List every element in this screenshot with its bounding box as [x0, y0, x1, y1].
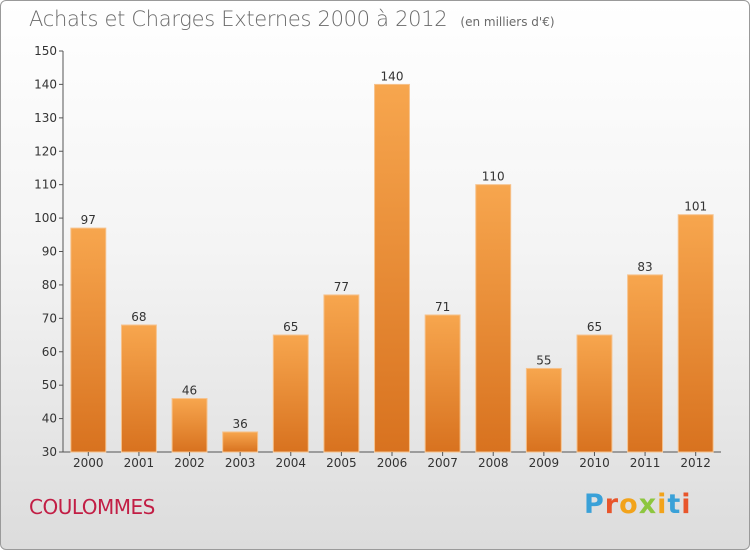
logo-letter: r	[604, 489, 620, 520]
chart-title: Achats et Charges Externes 2000 à 2012 (…	[29, 7, 555, 31]
logo-letter: x	[638, 489, 658, 520]
logo-letter: o	[619, 489, 639, 520]
bar-value-label: 83	[637, 260, 652, 274]
bar	[576, 334, 613, 453]
y-tick-label: 90	[42, 245, 57, 259]
y-tick-label: 110	[34, 178, 57, 192]
x-tick-label: 2006	[377, 456, 408, 470]
x-tick-label: 2002	[174, 456, 205, 470]
bar	[272, 334, 309, 453]
logo-letter: P	[584, 489, 605, 520]
bar-value-label: 140	[381, 69, 404, 83]
bar-value-label: 55	[536, 353, 551, 367]
chart-title-text: Achats et Charges Externes 2000 à 2012	[29, 7, 448, 31]
bar-value-label: 46	[182, 384, 197, 398]
logo-letter: i	[657, 489, 668, 520]
bar-value-label: 97	[81, 213, 96, 227]
x-tick-label: 2001	[124, 456, 155, 470]
y-tick-label: 120	[34, 144, 57, 158]
x-tick-label: 2010	[579, 456, 610, 470]
y-tick-label: 60	[42, 345, 57, 359]
bar	[374, 83, 410, 453]
bar-value-label: 65	[283, 320, 298, 334]
y-tick-label: 40	[42, 412, 57, 426]
x-tick-label: 2005	[326, 456, 357, 470]
bar-value-label: 77	[334, 280, 349, 294]
y-tick-label: 70	[42, 311, 57, 325]
logo-letter: t	[667, 489, 682, 520]
bar	[525, 367, 562, 453]
bar	[70, 227, 107, 453]
x-tick-label: 2008	[478, 456, 509, 470]
bar	[627, 274, 664, 453]
y-tick-label: 80	[42, 278, 57, 292]
bar-value-label: 65	[587, 320, 602, 334]
logo-letter: i	[681, 489, 692, 520]
bar	[424, 314, 461, 453]
bar	[171, 398, 208, 453]
y-tick-label: 100	[34, 211, 57, 225]
y-tick-label: 50	[42, 378, 57, 392]
proxiti-logo: Proxiti	[584, 489, 692, 520]
x-tick-label: 2000	[73, 456, 104, 470]
bar-value-label: 101	[684, 200, 707, 214]
x-tick-label: 2012	[680, 456, 711, 470]
bar-value-label: 110	[482, 170, 505, 184]
bar	[323, 294, 360, 453]
bar	[120, 324, 157, 453]
x-tick-label: 2011	[630, 456, 661, 470]
bar	[222, 431, 259, 453]
chart-unit: (en milliers d'€)	[460, 15, 555, 29]
bar	[475, 184, 512, 453]
bar-value-label: 71	[435, 300, 450, 314]
y-tick-label: 130	[34, 111, 57, 125]
y-tick-label: 30	[42, 445, 57, 459]
y-tick-label: 150	[34, 44, 57, 58]
y-tick-label: 140	[34, 77, 57, 91]
commune-name: COULOMMES	[29, 495, 155, 519]
bar-value-label: 68	[131, 310, 146, 324]
x-tick-label: 2009	[529, 456, 560, 470]
bar-value-label: 36	[233, 417, 248, 431]
x-tick-label: 2003	[225, 456, 256, 470]
bar	[677, 214, 714, 453]
x-tick-label: 2004	[275, 456, 306, 470]
x-tick-label: 2007	[427, 456, 458, 470]
